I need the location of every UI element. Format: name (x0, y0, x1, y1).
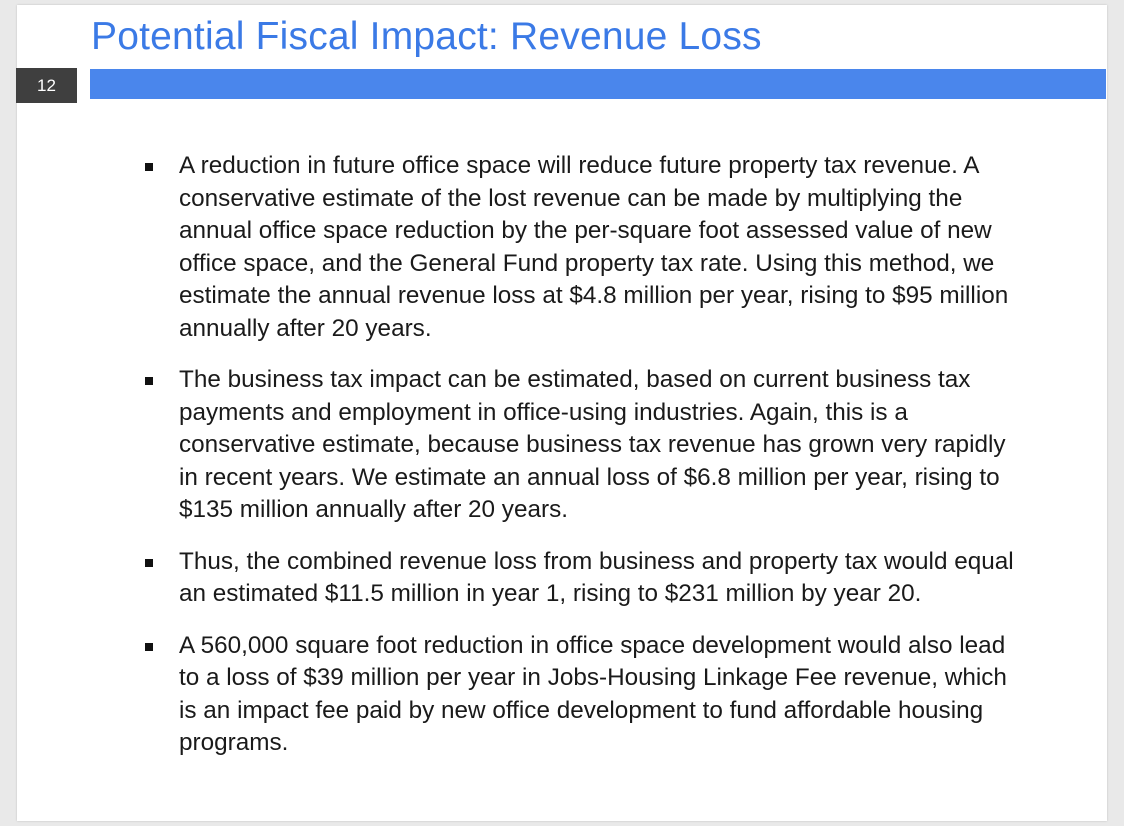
bullet-text: Thus, the combined revenue loss from bus… (179, 547, 1014, 608)
square-bullet-icon (145, 558, 153, 567)
title-accent-bar (90, 69, 1106, 99)
bullet-text: A reduction in future office space will … (179, 152, 1009, 342)
bullet-text: A 560,000 square foot reduction in offic… (179, 631, 1007, 757)
slide-title: Potential Fiscal Impact: Revenue Loss (91, 15, 762, 58)
slide: Potential Fiscal Impact: Revenue Loss 12… (16, 5, 1107, 821)
bullet-item: Thus, the combined revenue loss from bus… (143, 546, 1023, 611)
square-bullet-icon (145, 163, 153, 171)
bullet-item: The business tax impact can be estimated… (143, 364, 1023, 527)
bullet-item: A 560,000 square foot reduction in offic… (143, 630, 1023, 760)
bullet-item: A reduction in future office space will … (143, 150, 1023, 345)
square-bullet-icon (145, 642, 153, 651)
bullet-text: The business tax impact can be estimated… (179, 366, 1006, 523)
square-bullet-icon (145, 377, 153, 385)
page-number-badge: 12 (16, 68, 77, 103)
bullet-list: A reduction in future office space will … (143, 150, 1023, 779)
